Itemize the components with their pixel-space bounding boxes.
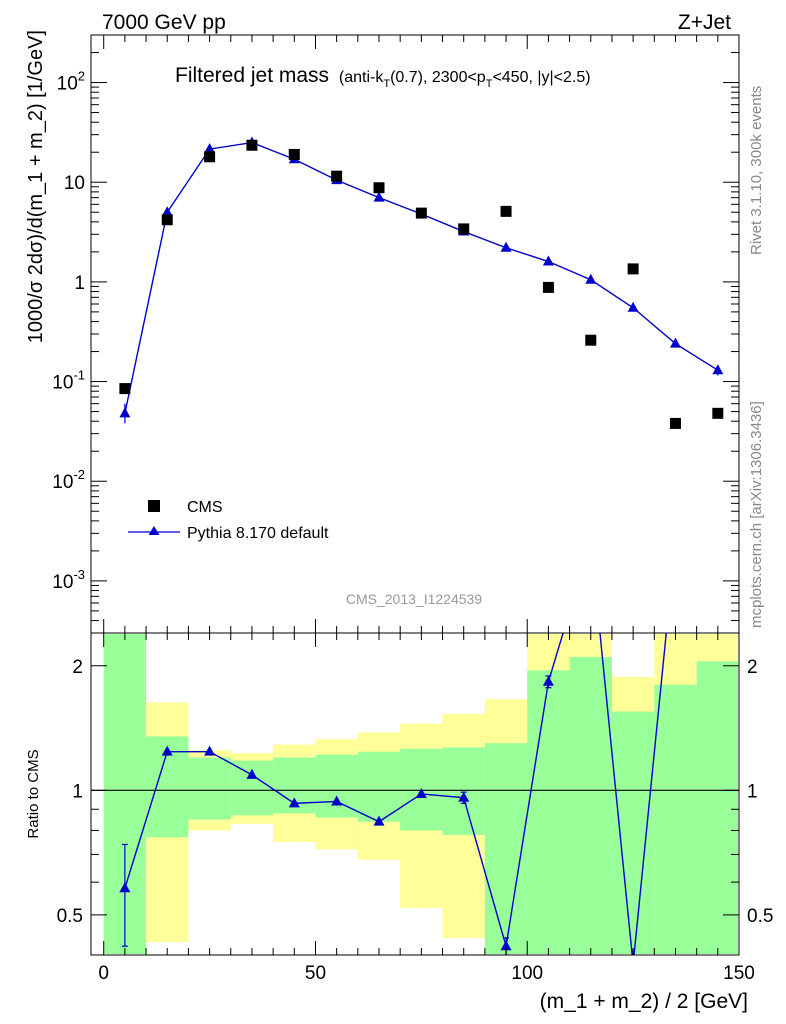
ratio-ytick-label-right: 2 [747,657,758,678]
cms-point [500,205,512,217]
cms-point [712,407,724,419]
main-ylabel: 1000/σ 2dσ)/d(m_1 + m_2) [1/GeV] [25,30,47,343]
ratio-ytick-label-left: 2 [72,657,83,678]
ratio-inner-band [230,760,274,816]
ratio-point [500,940,512,951]
analysis-id: CMS_2013_I1224539 [346,591,482,607]
ratio-inner-band [654,684,697,954]
ratio-point [204,745,216,756]
xtick-label: 100 [511,963,543,984]
pythia-line [124,141,719,414]
ratio-point [628,958,639,968]
main-ytick-label: 10-3 [52,567,85,593]
ratio-plot-series [91,633,739,968]
ratio-series-group [91,633,739,968]
ratio-inner-band [442,747,485,835]
ratio-point [415,787,427,798]
ratio-point [288,797,300,808]
cms-point [415,207,427,219]
legend-pythia-label: Pythia 8.170 default [187,525,329,542]
ratio-point [542,675,554,686]
xtick-label: 50 [305,963,326,984]
legend-cms-marker [148,500,160,512]
ratio-uncertainty-bands [103,634,738,954]
ratio-point [373,815,385,826]
pythia-point [119,407,131,418]
ratio-frame [90,632,740,956]
plot-title-main: Filtered jet mass [175,64,329,87]
cms-point [161,214,173,226]
cms-point [669,417,681,429]
cms-point [627,263,639,275]
main-ytick-label: 10-1 [52,368,85,394]
mcplots-label: mcplots.cern.ch [arXiv:1306.3436] [748,401,765,628]
pythia-point [627,301,639,312]
main-ytick-label: 1 [74,273,85,294]
ratio-inner-band [611,711,655,954]
rivet-label: Rivet 3.1.10, 300k events [748,86,765,255]
ratio-point [458,791,470,802]
legend-pythia-marker [148,526,160,535]
ratio-point [246,768,258,779]
pythia-point [500,241,512,252]
xtick-label: 0 [98,963,109,984]
pythia-point [542,255,554,266]
ratio-inner-band [357,751,401,822]
ratio-ytick-label-right: 1 [747,781,758,802]
pythia-point [712,364,724,375]
main-plot-series [119,136,724,429]
pythia-point [204,143,216,154]
cms-point [585,334,597,346]
xlabel: (m_1 + m_2) / 2 [GeV] [540,990,748,1013]
main-ytick-label: 102 [57,69,85,95]
pythia-point [373,191,385,202]
cms-point [288,148,300,160]
cms-point [458,223,470,235]
pythia-point [669,337,681,348]
cms-point [119,383,131,395]
legend-cms-label: CMS [187,499,223,516]
process-label: Z+Jet [678,11,731,34]
ratio-inner-band [484,743,528,954]
ratio-inner-band [315,754,358,818]
ratio-ytick-label-left: 1 [72,781,83,802]
plot-title: Filtered jet mass (anti-kT(0.7), 2300<pT… [175,64,591,90]
ratio-inner-band [188,757,231,820]
ratio-ytick-label-right: 0.5 [747,906,773,927]
ratio-inner-band [527,670,570,954]
main-frame [90,34,740,634]
cms-point [331,170,343,182]
ratio-point [331,795,343,806]
ratio-ytick-label-left: 0.5 [57,906,83,927]
ratio-point [119,882,131,893]
legend: CMS Pythia 8.170 default [128,499,329,542]
main-ytick-label: 10 [64,173,85,194]
ratio-inner-band [569,656,612,954]
plot-title-subtitle: (anti-kT(0.7), 2300<pT<450, |y|<2.5) [339,69,591,90]
cms-point [542,281,554,293]
ratio-inner-band [696,661,738,954]
ratio-ylabel: Ratio to CMS [25,749,42,838]
energy-label: 7000 GeV pp [102,11,226,34]
ratio-point [161,745,173,756]
main-ytick-label: 10-2 [52,467,85,493]
cms-point [373,182,385,194]
pythia-point [585,273,597,284]
cms-point [204,151,216,163]
pythia-point [161,206,173,217]
xtick-label: 150 [723,963,755,984]
cms-point [246,139,258,151]
